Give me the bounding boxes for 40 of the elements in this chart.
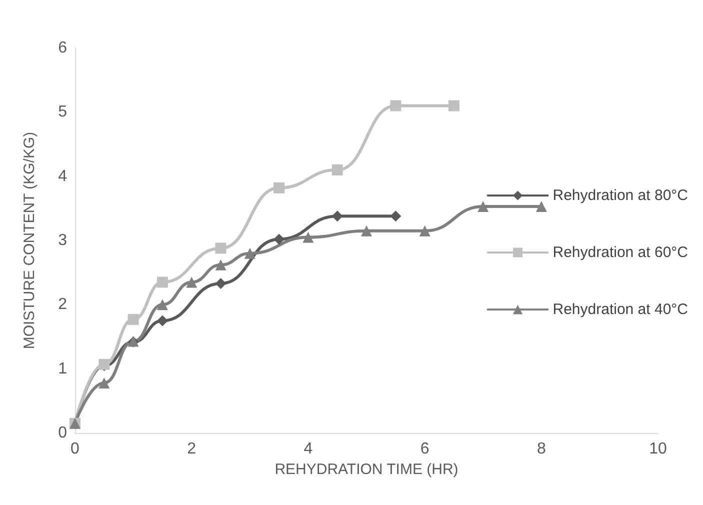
y-axis-title: MOISTURE CONTENT (KG/KG) <box>21 132 38 350</box>
legend-label: Rehydration at 40°C <box>552 301 688 318</box>
point <box>448 100 460 112</box>
point <box>128 314 139 325</box>
x-tick-label: 0 <box>70 440 80 458</box>
y-tick-label: 1 <box>58 360 68 378</box>
x-tick-label: 6 <box>420 440 430 458</box>
point <box>332 164 343 176</box>
point <box>274 234 285 245</box>
point <box>156 276 168 288</box>
point <box>302 232 314 243</box>
x-tick-label: 2 <box>187 440 196 458</box>
point <box>215 259 226 270</box>
point <box>361 225 372 236</box>
y-tick-label: 0 <box>58 424 68 442</box>
point <box>390 100 402 112</box>
x-axis-title: REHYDRATION TIME (HR) <box>274 460 458 478</box>
point <box>156 299 168 310</box>
legend-label: Rehydration at 60°C <box>552 244 688 261</box>
y-tick-label: 5 <box>58 104 68 121</box>
legend-label: Rehydration at 80°C <box>552 187 688 204</box>
point <box>186 276 198 288</box>
x-tick-label: 4 <box>304 440 313 458</box>
point <box>536 200 547 212</box>
point <box>419 225 430 236</box>
y-tick-label: 4 <box>58 168 68 185</box>
x-tick-label: 10 <box>649 440 667 458</box>
point <box>332 210 343 222</box>
point <box>390 210 402 222</box>
y-tick-label: 6 <box>58 40 68 56</box>
point <box>98 377 110 388</box>
point <box>156 315 168 326</box>
point <box>215 278 226 289</box>
point <box>215 242 226 254</box>
y-tick-label: 2 <box>58 296 68 314</box>
point <box>478 200 489 212</box>
point <box>244 248 256 259</box>
x-tick-label: 8 <box>536 440 546 458</box>
y-tick-label: 3 <box>58 232 68 249</box>
point <box>274 182 285 194</box>
